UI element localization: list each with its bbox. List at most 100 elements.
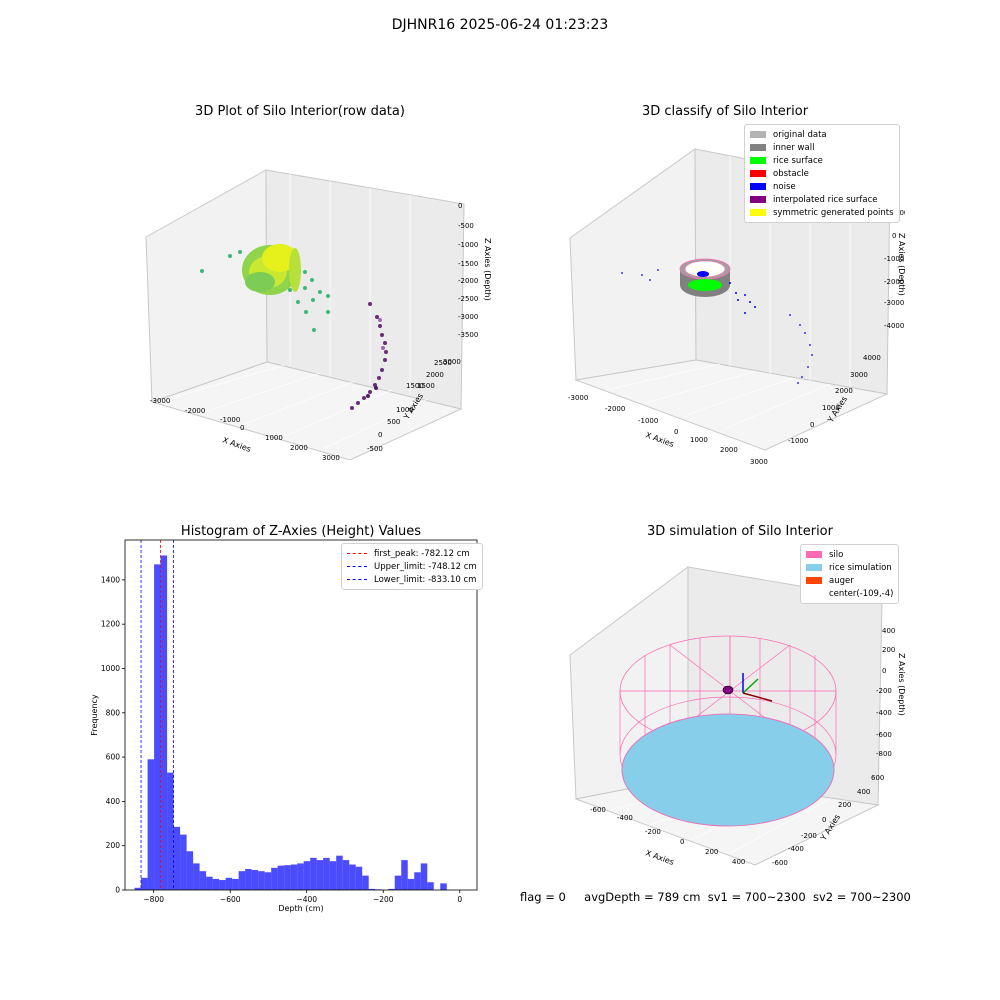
histogram-bar bbox=[420, 863, 428, 890]
raw-points-scatter bbox=[200, 250, 330, 332]
histogram-bar bbox=[284, 865, 291, 890]
avg-depth-text: avgDepth = 789 cm bbox=[584, 890, 701, 904]
x-tick-label: −400 bbox=[296, 895, 317, 904]
z-tick: -1000 bbox=[884, 255, 904, 263]
histogram-bar bbox=[212, 878, 220, 890]
histogram-bar bbox=[310, 857, 317, 890]
z-tick: -200 bbox=[876, 687, 892, 695]
y-tick: 2000 bbox=[835, 387, 853, 395]
z-tick: -2000 bbox=[458, 277, 478, 285]
simulation-auger bbox=[722, 673, 773, 702]
legend-entry: interpolated rice surface bbox=[750, 193, 894, 206]
histogram-bar bbox=[342, 860, 350, 890]
y-tick-label: 1000 bbox=[101, 664, 120, 673]
histogram-bar bbox=[407, 878, 415, 890]
x-tick: -3000 bbox=[568, 394, 588, 402]
x-tick: 2000 bbox=[290, 444, 308, 452]
legend-entry: auger bbox=[806, 574, 893, 587]
legend-swatch bbox=[750, 131, 766, 138]
z-tick: -2000 bbox=[884, 278, 904, 286]
legend-entry: silo bbox=[806, 548, 893, 561]
raw-z-label: Z Axies (Depth) bbox=[483, 238, 492, 301]
legend-entry: first_peak: -782.12 cm bbox=[347, 547, 477, 560]
histogram-bar bbox=[186, 851, 194, 890]
classify-x-label: X Axies bbox=[644, 430, 675, 449]
histogram-chart: −800 −600 −400 −200 0 0 200 400 600 800 1000 1200 1… bbox=[90, 539, 478, 913]
classify-legend: original data inner wall rice surface ob… bbox=[744, 124, 900, 223]
histogram-bar bbox=[427, 882, 434, 890]
histogram-bar bbox=[303, 861, 311, 890]
legend-entry: obstacle bbox=[750, 167, 894, 180]
y-tick-label: 1400 bbox=[101, 575, 120, 584]
classify-silo-mesh bbox=[679, 258, 731, 297]
z-tick: 1000 bbox=[895, 209, 905, 217]
simulation-rice-surface bbox=[621, 713, 835, 827]
histogram-bars bbox=[134, 555, 447, 890]
x-tick: 2000 bbox=[720, 446, 738, 454]
histogram-bar bbox=[206, 876, 213, 890]
x-tick: 0 bbox=[680, 838, 684, 846]
legend-swatch bbox=[750, 183, 766, 190]
histogram-bar bbox=[394, 875, 402, 890]
histogram-bar bbox=[277, 865, 285, 890]
x-tick-label: −600 bbox=[220, 895, 241, 904]
legend-entry: Lower_limit: -833.10 cm bbox=[347, 573, 477, 586]
y-tick: -600 bbox=[772, 859, 788, 867]
legend-entry: rice simulation bbox=[806, 561, 893, 574]
y-tick: 0 bbox=[822, 816, 826, 824]
y-tick: 2500 bbox=[434, 359, 452, 367]
histogram-bar bbox=[290, 864, 298, 890]
legend-line bbox=[347, 553, 367, 554]
histogram-bar bbox=[251, 870, 259, 890]
z-tick: -1000 bbox=[458, 241, 478, 249]
y-tick-label: 600 bbox=[106, 753, 121, 762]
legend-entry: symmetric generated points bbox=[750, 206, 894, 219]
raw-panel-title: 3D Plot of Silo Interior(row data) bbox=[195, 104, 405, 119]
histogram-bar bbox=[225, 877, 233, 890]
histogram-bar bbox=[388, 888, 395, 890]
histogram-bar bbox=[141, 877, 148, 890]
histogram-bar bbox=[414, 872, 421, 890]
y-tick: 1500 bbox=[406, 382, 424, 390]
raw-x-label: X Axies bbox=[221, 435, 252, 454]
histogram-bar bbox=[271, 867, 278, 890]
y-tick: -1000 bbox=[788, 437, 808, 445]
histogram-bar bbox=[297, 863, 304, 890]
histogram-bar bbox=[264, 872, 272, 890]
simulation-legend: silo rice simulation auger center(-109,-… bbox=[800, 544, 900, 604]
y-tick: 1500 bbox=[417, 382, 435, 390]
z-tick: 0 bbox=[458, 202, 462, 210]
x-tick: -3000 bbox=[150, 397, 170, 405]
z-tick: -500 bbox=[458, 222, 474, 230]
x-tick-label: −800 bbox=[143, 895, 164, 904]
x-tick: -400 bbox=[617, 814, 633, 822]
x-tick: 1000 bbox=[265, 434, 283, 442]
x-tick: 3000 bbox=[322, 454, 340, 460]
raw-3d-plot: -3000 -2000 -1000 0 1000 2000 3000 X Axi… bbox=[145, 169, 492, 460]
histogram-y-ticks: 0 200 400 600 800 1000 1200 1400 bbox=[101, 575, 125, 895]
histogram-bar bbox=[323, 857, 330, 890]
legend-swatch bbox=[806, 590, 822, 597]
histogram-bar bbox=[258, 871, 265, 890]
histogram-axes-frame bbox=[124, 539, 478, 891]
z-tick: -4000 bbox=[884, 322, 904, 330]
y-tick: -400 bbox=[788, 845, 804, 853]
y-tick-label: 0 bbox=[115, 886, 120, 895]
x-tick: 1000 bbox=[690, 436, 708, 444]
x-tick: -2000 bbox=[185, 407, 205, 415]
histogram-bar bbox=[180, 834, 187, 890]
legend-entry: noise bbox=[750, 180, 894, 193]
histogram-bar bbox=[238, 871, 246, 890]
y-tick: -200 bbox=[801, 832, 817, 840]
legend-line bbox=[347, 566, 367, 567]
histogram-bar bbox=[160, 555, 168, 890]
classify-panel-title: 3D classify of Silo Interior bbox=[641, 104, 809, 119]
legend-entry: original data bbox=[750, 128, 894, 141]
x-tick: -600 bbox=[590, 806, 606, 814]
simulation-x-label: X Axies bbox=[644, 848, 675, 867]
legend-swatch bbox=[750, 144, 766, 151]
histogram-bar bbox=[219, 880, 226, 890]
y-tick-label: 1200 bbox=[101, 620, 120, 629]
z-tick: 200 bbox=[882, 646, 895, 654]
raw-points-tail bbox=[350, 302, 388, 410]
